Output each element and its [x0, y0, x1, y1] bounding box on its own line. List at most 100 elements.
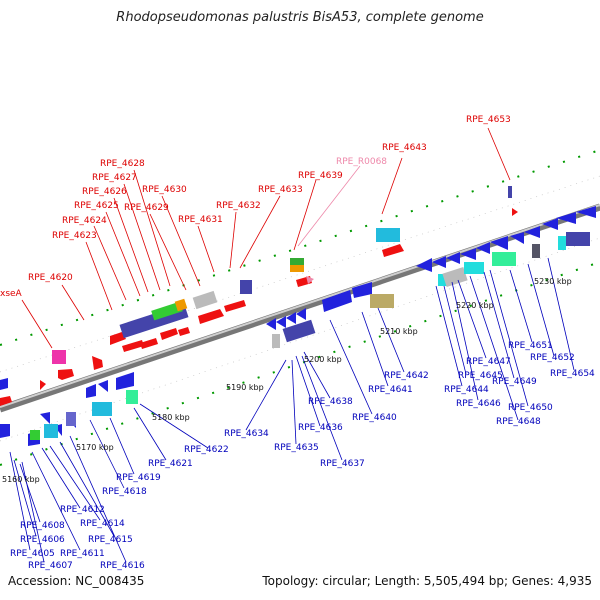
- gene-block: [30, 430, 40, 440]
- gene-label: RPE_4635: [274, 443, 319, 453]
- gene-label: RPE_4606: [20, 535, 65, 545]
- gene-arrow: [0, 424, 10, 438]
- scale-tick: 5170 kbp: [76, 443, 114, 452]
- gene-arrow: [524, 226, 540, 238]
- gene-label: RPE_4649: [492, 377, 537, 387]
- gene-label: RPE_R0068: [336, 157, 387, 167]
- gene-arrow: [224, 300, 246, 312]
- scale-tick: 5190 kbp: [226, 383, 264, 392]
- gene-arrow: [432, 256, 446, 268]
- gene-label: RPE_4625: [74, 201, 119, 211]
- gene-label: RPE_4643: [382, 143, 427, 153]
- gene-block: [558, 236, 566, 250]
- gene-label: RPE_4612: [60, 505, 105, 515]
- gene-label: RPE_4616: [100, 561, 145, 571]
- scale-tick: 5230 kbp: [534, 277, 572, 286]
- gene-block: [151, 301, 183, 321]
- gene-block: [52, 350, 66, 364]
- gene-arrow: [122, 340, 144, 352]
- gene-label: RPE_4639: [298, 171, 343, 181]
- gene-arrow: [40, 380, 46, 390]
- gene-label: RPE_4619: [116, 473, 161, 483]
- gene-arrow: [0, 378, 8, 390]
- gene-label: RPE_4640: [352, 413, 397, 423]
- gene-arrow: [382, 244, 404, 257]
- reverse-leader-lines: [9, 257, 575, 563]
- gene-block: [240, 280, 252, 294]
- gene-arrow: [322, 290, 352, 312]
- rna-gene-labels: RPE_R0068: [336, 157, 387, 167]
- rna-feature: [306, 276, 314, 284]
- gene-label: RPE_4633: [258, 185, 303, 195]
- scale-tick: 5210 kbp: [380, 327, 418, 336]
- forward-leader-lines: [21, 127, 511, 349]
- gene-arrow: [416, 258, 432, 272]
- gene-arrow: [476, 242, 490, 254]
- gene-arrow: [98, 380, 108, 392]
- gene-label: RPE_4648: [496, 417, 541, 427]
- gene-label: RPE_4620: [28, 273, 73, 283]
- gene-arrow: [160, 328, 178, 340]
- gene-label: RPE_4636: [298, 423, 343, 433]
- gene-arrow: [0, 396, 12, 406]
- gene-label: RPE_4615: [88, 535, 133, 545]
- gene-label: RPE_4651: [508, 341, 553, 351]
- scale-tick: 5160 kbp: [2, 475, 40, 484]
- gene-label: RPE_4653: [466, 115, 511, 125]
- gene-label: xseA: [0, 289, 23, 299]
- gene-arrow: [460, 248, 476, 260]
- gene-arrow: [446, 252, 460, 264]
- gene-label: RPE_4627: [92, 173, 137, 183]
- gene-label: RPE_4607: [28, 561, 73, 571]
- gene-arrow: [86, 384, 96, 398]
- gene-block: [566, 232, 590, 246]
- gene-block: [442, 266, 468, 288]
- gene-label: RPE_4618: [102, 487, 147, 497]
- gene-arrow: [178, 327, 190, 336]
- gene-label: RPE_4624: [62, 216, 107, 226]
- gene-arrow: [58, 369, 74, 380]
- gene-arrow: [352, 282, 372, 298]
- gene-label: RPE_4628: [100, 159, 145, 169]
- gene-arrow: [490, 236, 508, 250]
- gene-label: RPE_4641: [368, 385, 413, 395]
- gene-block: [508, 186, 512, 198]
- gene-arrow: [40, 412, 50, 424]
- gene-arrow: [556, 212, 576, 224]
- scale-tick: 5200 kbp: [304, 355, 342, 364]
- accession-text: Accession: NC_008435: [8, 574, 145, 588]
- gene-label: RPE_4629: [124, 203, 169, 213]
- gene-block: [192, 290, 218, 310]
- reverse-gene-labels: RPE_4605 RPE_4606 RPE_4607 RPE_4608 RPE_…: [10, 341, 595, 571]
- gene-arrow: [296, 308, 306, 320]
- gene-block: [126, 390, 138, 404]
- scale-tick-labels: 5160 kbp 5170 kbp 5180 kbp 5190 kbp 5200…: [2, 277, 572, 484]
- gene-label: RPE_4652: [530, 353, 575, 363]
- rna-leader-lines: [297, 165, 361, 247]
- gene-block: [376, 228, 400, 242]
- gene-label: RPE_4654: [550, 369, 595, 379]
- gene-arrow: [512, 208, 518, 216]
- genome-summary-text: Topology: circular; Length: 5,505,494 bp…: [262, 574, 592, 588]
- gene-block: [438, 274, 448, 286]
- gene-block: [464, 262, 484, 274]
- gene-label: RPE_4623: [52, 231, 97, 241]
- gene-block: [290, 258, 304, 265]
- scale-tick: 5220 kbp: [456, 301, 494, 310]
- gene-label: RPE_4630: [142, 185, 187, 195]
- scale-tick: 5180 kbp: [152, 413, 190, 422]
- gene-arrow: [198, 309, 224, 324]
- gene-block: [532, 244, 540, 258]
- gene-label: RPE_4644: [444, 385, 489, 395]
- gene-label: RPE_4611: [60, 549, 105, 559]
- gene-label: RPE_4614: [80, 519, 125, 529]
- gene-label: RPE_4647: [466, 357, 511, 367]
- gene-block: [282, 319, 316, 343]
- gene-block: [66, 412, 76, 426]
- gene-block: [492, 252, 516, 266]
- gene-block: [174, 298, 188, 312]
- gene-label: RPE_4621: [148, 459, 193, 469]
- gene-label: RPE_4642: [384, 371, 429, 381]
- gene-label: RPE_4645: [458, 371, 503, 381]
